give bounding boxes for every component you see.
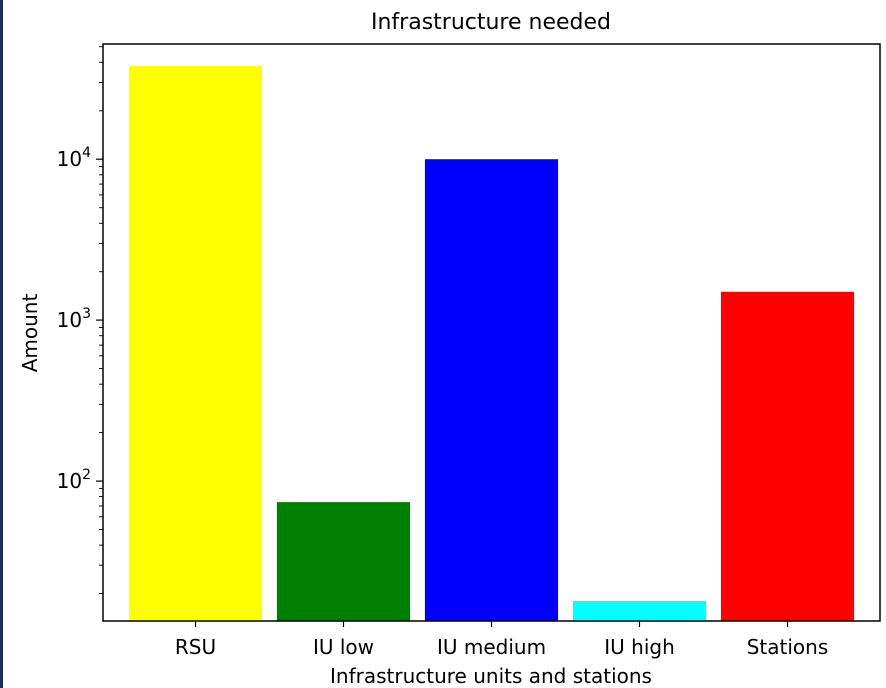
x-axis: RSU IU low IU medium IU high Stations bbox=[175, 621, 828, 659]
x-tick-label-iu-low: IU low bbox=[313, 635, 374, 659]
x-tick-label-iu-medium: IU medium bbox=[437, 635, 546, 659]
bar-rsu bbox=[128, 65, 263, 621]
bar-iu-high bbox=[572, 600, 707, 621]
left-edge-strip bbox=[0, 0, 3, 688]
x-tick-label-stations: Stations bbox=[747, 635, 829, 659]
x-tick-label-iu-high: IU high bbox=[604, 635, 675, 659]
bar-iu-low bbox=[276, 502, 411, 621]
bar-stations bbox=[720, 291, 855, 621]
y-tick-label: 104 bbox=[57, 145, 91, 171]
x-axis-label: Infrastructure units and stations bbox=[330, 664, 652, 688]
y-axis-label: Amount bbox=[18, 294, 42, 373]
y-tick-label: 103 bbox=[57, 306, 91, 332]
bar-iu-medium bbox=[424, 159, 559, 621]
plot-area bbox=[128, 65, 855, 621]
x-tick-label-rsu: RSU bbox=[175, 635, 216, 659]
chart-title: Infrastructure needed bbox=[371, 10, 611, 35]
y-tick-label: 102 bbox=[57, 467, 91, 493]
y-axis: 102 103 104 bbox=[57, 46, 103, 594]
